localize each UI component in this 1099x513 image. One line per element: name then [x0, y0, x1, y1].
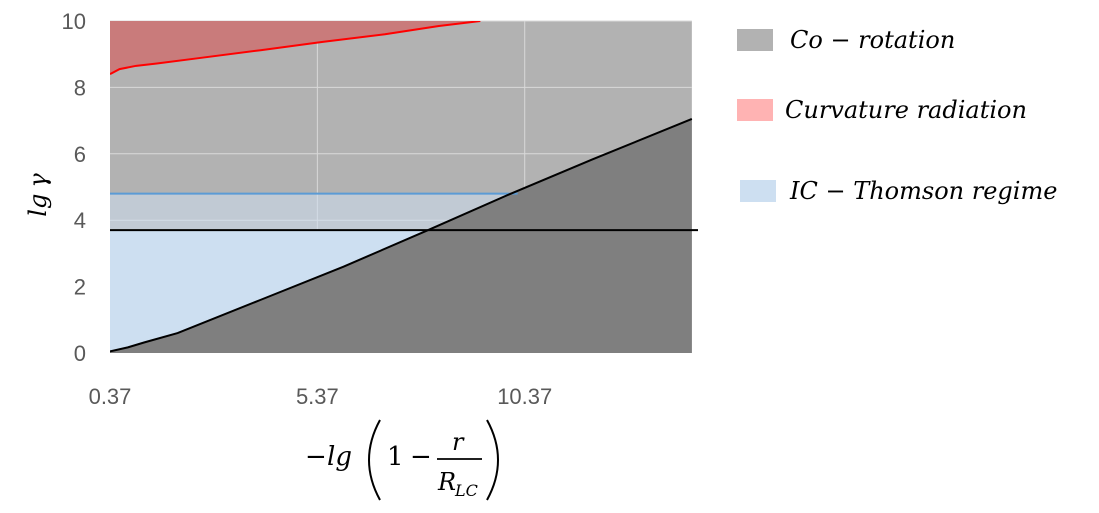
curvature-line — [110, 21, 481, 76]
svg-text:−: − — [305, 442, 327, 472]
y-tick-label: 0 — [74, 341, 86, 366]
legend-label-co-rotation: Co − rotation — [790, 26, 955, 54]
boundary-line — [110, 118, 693, 353]
svg-text:r: r — [452, 428, 465, 456]
legend-swatch-ic — [740, 180, 776, 202]
y-tick-label: 2 — [74, 275, 86, 300]
legend-swatch-co-rotation — [737, 29, 773, 51]
right-paren — [486, 419, 499, 501]
x-tick-label: 0.37 — [89, 384, 132, 409]
ic-thomson-area-lower — [110, 230, 428, 353]
svg-text:lg: lg — [327, 442, 352, 472]
areas — [110, 21, 692, 353]
legend: Co − rotation Curvature radiation IC − T… — [737, 26, 1057, 205]
x-tick-label: 5.37 — [296, 384, 339, 409]
curvature-area — [110, 21, 481, 75]
y-tick-label: 6 — [74, 142, 86, 167]
legend-label-ic: IC − Thomson regime — [789, 177, 1057, 205]
series-lines — [110, 21, 693, 353]
y-tick-label: 8 — [74, 75, 86, 100]
y-ticks: 0 2 4 6 8 10 — [62, 9, 86, 366]
legend-swatch-curvature — [737, 99, 773, 121]
legend-label-curvature: Curvature radiation — [785, 96, 1027, 124]
svg-text:1: 1 — [387, 442, 404, 472]
svg-text:−: − — [410, 442, 432, 472]
left-paren — [368, 419, 381, 501]
y-axis-label: lgγ — [24, 173, 52, 217]
x-tick-label: 10.37 — [497, 384, 552, 409]
svg-text:LC: LC — [454, 481, 478, 500]
co-rotation-dark-area — [110, 118, 692, 353]
y-tick-label: 10 — [62, 9, 86, 34]
x-axis-label: − lg 1 − r R LC — [305, 419, 499, 501]
svg-text:R: R — [437, 468, 456, 496]
y-tick-label: 4 — [74, 208, 86, 233]
x-ticks: 0.37 5.37 10.37 — [89, 384, 553, 409]
